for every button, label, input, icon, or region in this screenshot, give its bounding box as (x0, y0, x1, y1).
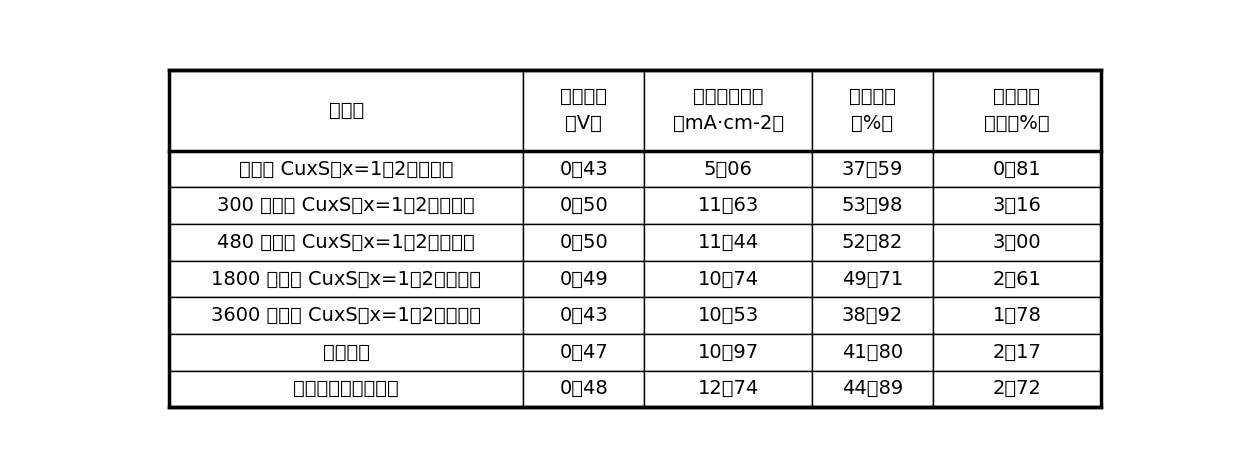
Text: 41．80: 41．80 (843, 343, 903, 362)
Text: 52．82: 52．82 (841, 233, 903, 252)
Bar (933, 70, 1100, 151)
Bar (523, 224, 644, 261)
Text: 53．98: 53．98 (841, 196, 903, 215)
Text: 49．71: 49．71 (841, 270, 903, 289)
Text: 0．49: 0．49 (559, 270, 608, 289)
Text: 1800 秒退火 CuxS（x=1－2）对电极: 1800 秒退火 CuxS（x=1－2）对电极 (211, 270, 481, 289)
Bar (523, 334, 644, 371)
Text: 11．63: 11．63 (698, 196, 758, 215)
Text: 2．72: 2．72 (992, 379, 1041, 399)
Bar (523, 151, 644, 187)
Bar (644, 297, 812, 334)
Text: 0．81: 0．81 (992, 160, 1041, 179)
Text: 38．92: 38．92 (841, 306, 903, 325)
Text: 2．61: 2．61 (992, 270, 1041, 289)
Text: 短路电流密度
（mA·cm-2）: 短路电流密度 （mA·cm-2） (673, 87, 784, 133)
Bar (812, 187, 933, 224)
Text: 0．43: 0．43 (559, 160, 608, 179)
Bar (933, 187, 1100, 224)
Text: 11．44: 11．44 (698, 233, 758, 252)
Bar (170, 261, 523, 297)
Bar (170, 70, 523, 151)
Text: 300 秒退火 CuxS（x=1－2）对电极: 300 秒退火 CuxS（x=1－2）对电极 (217, 196, 475, 215)
Text: 开路电压
（V）: 开路电压 （V） (560, 87, 607, 133)
Bar (812, 334, 933, 371)
Bar (644, 70, 812, 151)
Bar (644, 371, 812, 407)
Bar (644, 187, 812, 224)
Bar (933, 371, 1100, 407)
Text: 铂对电极: 铂对电极 (322, 343, 369, 362)
Text: 3．00: 3．00 (992, 233, 1041, 252)
Text: 2．17: 2．17 (992, 343, 1041, 362)
Text: 0．50: 0．50 (559, 233, 608, 252)
Text: 480 秒退火 CuxS（x=1－2）对电极: 480 秒退火 CuxS（x=1－2）对电极 (217, 233, 475, 252)
Text: 1．78: 1．78 (992, 306, 1041, 325)
Bar (933, 334, 1100, 371)
Text: 0．48: 0．48 (559, 379, 608, 399)
Text: 填充因子
（%）: 填充因子 （%） (849, 87, 896, 133)
Bar (523, 70, 644, 151)
Bar (933, 297, 1100, 334)
Text: 0．43: 0．43 (559, 306, 608, 325)
Text: 10．53: 10．53 (698, 306, 758, 325)
Bar (170, 187, 523, 224)
Text: 10．74: 10．74 (698, 270, 758, 289)
Bar (523, 187, 644, 224)
Text: 腐蚀铜片所得对电极: 腐蚀铜片所得对电极 (294, 379, 399, 399)
Bar (812, 261, 933, 297)
Bar (933, 261, 1100, 297)
Bar (523, 371, 644, 407)
Text: 不退火 CuxS（x=1－2）对电极: 不退火 CuxS（x=1－2）对电极 (239, 160, 453, 179)
Text: 光电转换
效率（%）: 光电转换 效率（%） (984, 87, 1049, 133)
Bar (170, 224, 523, 261)
Bar (170, 151, 523, 187)
Text: 12．74: 12．74 (698, 379, 758, 399)
Text: 对电极: 对电极 (328, 100, 364, 119)
Text: 0．50: 0．50 (559, 196, 608, 215)
Bar (170, 334, 523, 371)
Text: 3600 秒退火 CuxS（x=1－2）对电极: 3600 秒退火 CuxS（x=1－2）对电极 (211, 306, 481, 325)
Bar (812, 224, 933, 261)
Bar (812, 151, 933, 187)
Bar (644, 151, 812, 187)
Bar (812, 297, 933, 334)
Bar (644, 261, 812, 297)
Bar (812, 371, 933, 407)
Text: 5．06: 5．06 (704, 160, 752, 179)
Text: 10．97: 10．97 (698, 343, 758, 362)
Bar (644, 224, 812, 261)
Text: 3．16: 3．16 (992, 196, 1041, 215)
Bar (644, 334, 812, 371)
Text: 44．89: 44．89 (841, 379, 903, 399)
Bar (523, 261, 644, 297)
Bar (170, 371, 523, 407)
Text: 37．59: 37．59 (841, 160, 903, 179)
Bar (812, 70, 933, 151)
Text: 0．47: 0．47 (559, 343, 608, 362)
Bar (523, 297, 644, 334)
Bar (933, 224, 1100, 261)
Bar (933, 151, 1100, 187)
Bar (170, 297, 523, 334)
